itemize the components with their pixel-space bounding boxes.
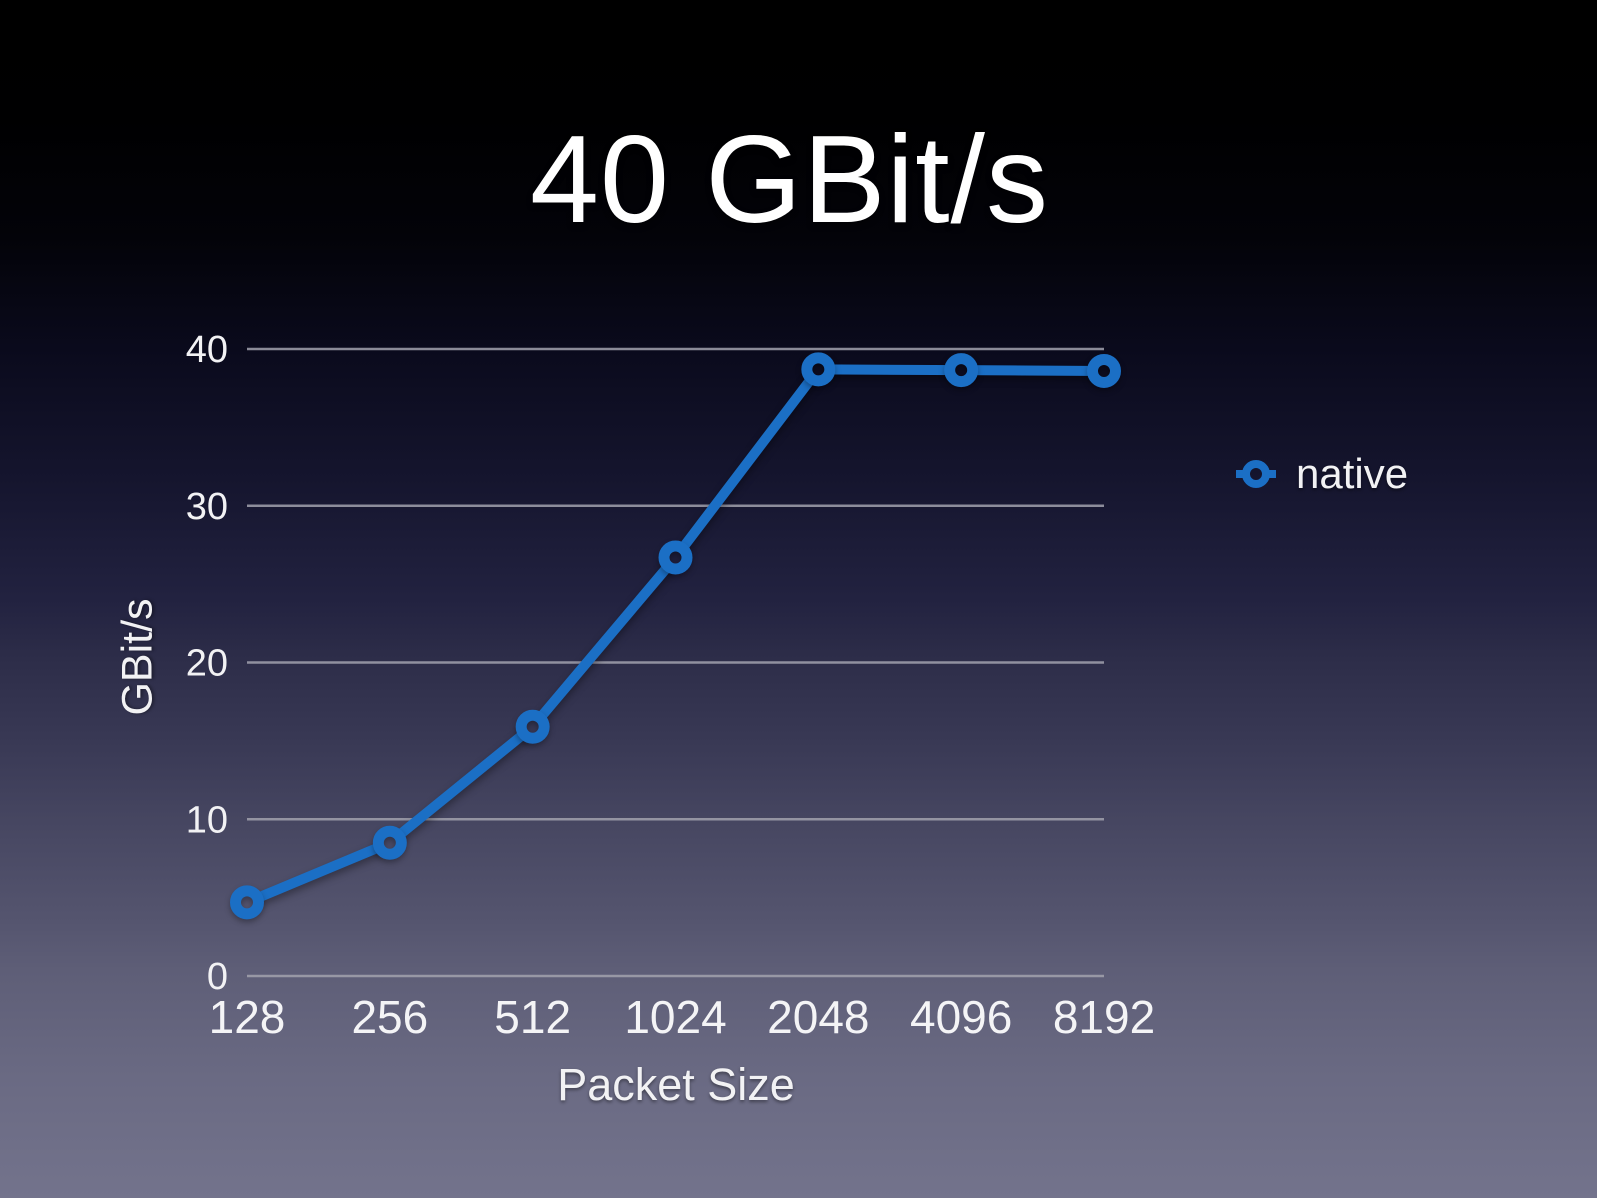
y-tick-label-30: 30 bbox=[186, 486, 228, 528]
x-tick-label-4096: 4096 bbox=[910, 991, 1012, 1043]
data-point-512 bbox=[515, 709, 550, 744]
x-tick-label-2048: 2048 bbox=[767, 991, 869, 1043]
data-point-128 bbox=[230, 885, 264, 920]
x-tick-label-512: 512 bbox=[494, 991, 571, 1043]
data-point-4096 bbox=[944, 353, 979, 388]
x-tick-label-1024: 1024 bbox=[624, 991, 726, 1043]
x-tick-label-8192: 8192 bbox=[1053, 991, 1155, 1043]
legend-ring-marker-icon bbox=[1236, 460, 1276, 488]
y-tick-label-40: 40 bbox=[186, 329, 228, 371]
legend: native bbox=[1236, 453, 1408, 495]
legend-marker-stub-left bbox=[1236, 470, 1246, 478]
x-axis-title: Packet Size bbox=[557, 1059, 795, 1110]
series-line-group bbox=[245, 364, 1105, 907]
legend-marker-ring bbox=[1242, 460, 1270, 488]
y-tick-label-20: 20 bbox=[186, 643, 228, 685]
series-line-native bbox=[245, 364, 1105, 907]
data-point-1024 bbox=[658, 540, 693, 575]
x-tick-label-128: 128 bbox=[209, 991, 286, 1043]
data-point-2048 bbox=[801, 352, 836, 387]
legend-label-native: native bbox=[1296, 450, 1409, 497]
data-point-8192 bbox=[1087, 353, 1121, 388]
x-tick-label-256: 256 bbox=[351, 991, 428, 1043]
y-tick-label-10: 10 bbox=[186, 799, 228, 841]
legend-marker-stub-right bbox=[1266, 470, 1276, 478]
y-tick-label-0: 0 bbox=[207, 956, 228, 998]
data-point-256 bbox=[372, 825, 407, 860]
slide-title: 40 GBit/s bbox=[530, 111, 1049, 249]
y-axis-title: GBit/s bbox=[113, 598, 162, 716]
